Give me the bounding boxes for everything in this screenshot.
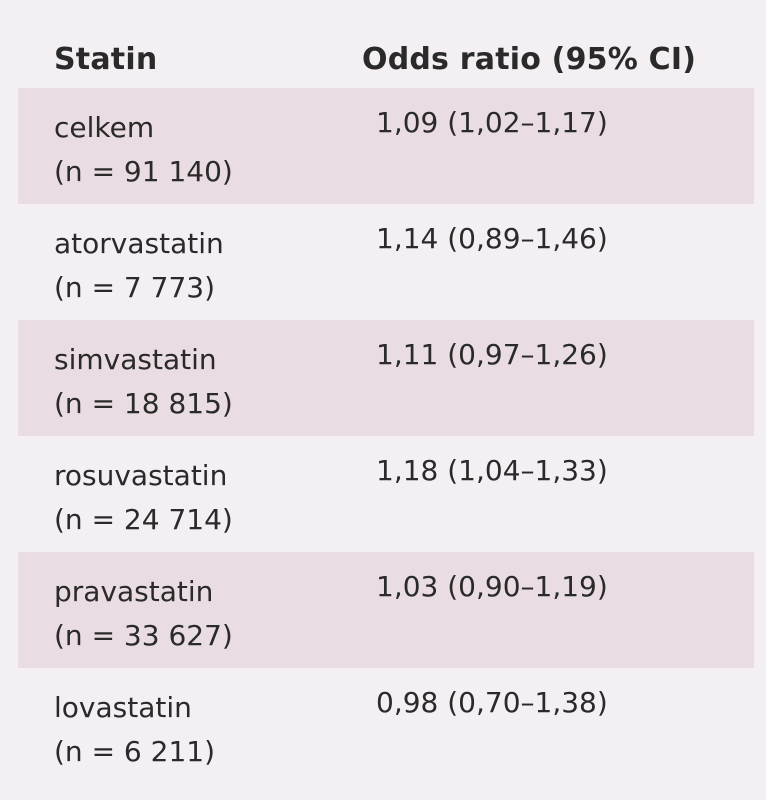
statin-cell: simvastatin (n = 18 815) — [18, 338, 338, 436]
statin-cell: celkem (n = 91 140) — [18, 106, 338, 204]
header-statin: Statin — [54, 42, 158, 77]
odds-ratio-cell: 1,09 (1,02–1,17) — [376, 106, 608, 139]
statin-name: pravastatin — [54, 575, 214, 608]
statin-name: atorvastatin — [54, 227, 224, 260]
statin-name: celkem — [54, 111, 155, 144]
statin-count: (n = 91 140) — [54, 155, 233, 188]
table-row: atorvastatin (n = 7 773) 1,14 (0,89–1,46… — [18, 204, 754, 320]
table-row: simvastatin (n = 18 815) 1,11 (0,97–1,26… — [18, 320, 754, 436]
statin-count: (n = 6 211) — [54, 735, 216, 768]
statin-name: lovastatin — [54, 691, 192, 724]
header-odds-ratio: Odds ratio (95% CI) — [362, 42, 697, 77]
table-header: Statin Odds ratio (95% CI) — [18, 18, 754, 88]
statin-cell: lovastatin (n = 6 211) — [18, 686, 338, 784]
table-row: lovastatin (n = 6 211) 0,98 (0,70–1,38) — [18, 668, 754, 784]
statin-count: (n = 18 815) — [54, 387, 233, 420]
statin-cell: pravastatin (n = 33 627) — [18, 570, 338, 668]
table-row: celkem (n = 91 140) 1,09 (1,02–1,17) — [18, 88, 754, 204]
odds-ratio-cell: 1,11 (0,97–1,26) — [376, 338, 608, 371]
odds-ratio-cell: 1,18 (1,04–1,33) — [376, 454, 608, 487]
statin-name: simvastatin — [54, 343, 217, 376]
statin-name: rosuvastatin — [54, 459, 228, 492]
odds-ratio-cell: 1,14 (0,89–1,46) — [376, 222, 608, 255]
table-row: pravastatin (n = 33 627) 1,03 (0,90–1,19… — [18, 552, 754, 668]
statin-cell: rosuvastatin (n = 24 714) — [18, 454, 338, 552]
table-row: rosuvastatin (n = 24 714) 1,18 (1,04–1,3… — [18, 436, 754, 552]
odds-ratio-cell: 0,98 (0,70–1,38) — [376, 686, 608, 719]
statin-count: (n = 7 773) — [54, 271, 216, 304]
statin-cell: atorvastatin (n = 7 773) — [18, 222, 338, 320]
odds-ratio-cell: 1,03 (0,90–1,19) — [376, 570, 608, 603]
statin-count: (n = 33 627) — [54, 619, 233, 652]
table-body: celkem (n = 91 140) 1,09 (1,02–1,17) ato… — [18, 88, 754, 784]
statin-odds-table: Statin Odds ratio (95% CI) celkem (n = 9… — [18, 18, 754, 784]
statin-count: (n = 24 714) — [54, 503, 233, 536]
